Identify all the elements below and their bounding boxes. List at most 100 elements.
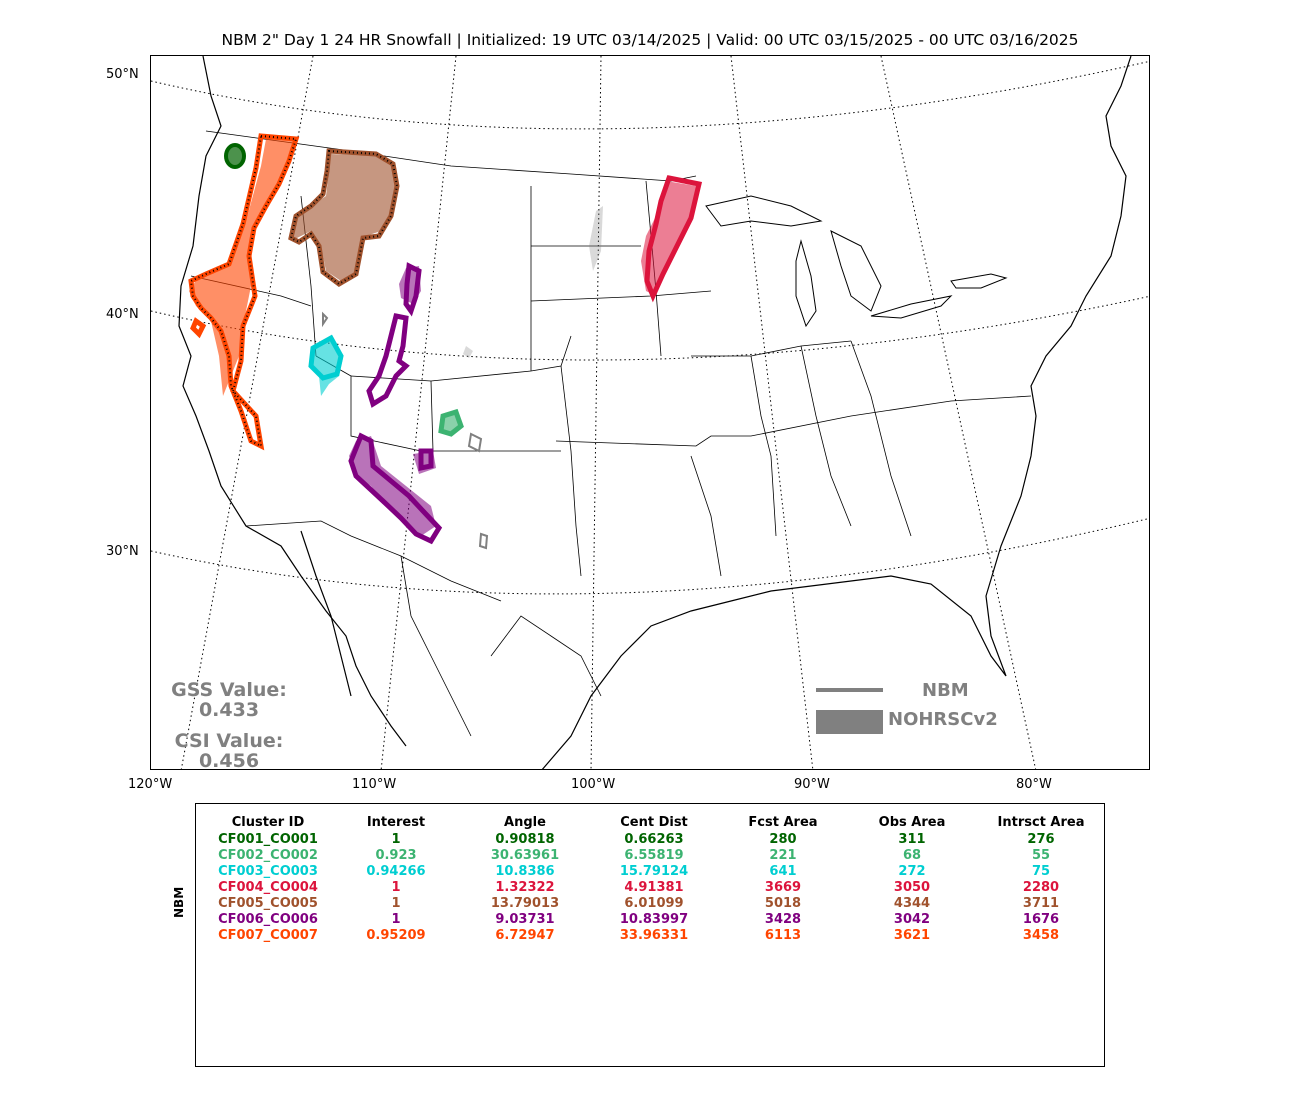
unmatched-object bbox=[478, 532, 489, 550]
cell-cluster-id: CF002_CO002 bbox=[218, 848, 318, 863]
cell-obs-area: 311 bbox=[898, 832, 926, 847]
fcst-object-cluster-3 bbox=[308, 334, 344, 381]
cell-intrsct-area: 75 bbox=[1031, 864, 1051, 879]
cell-fcst-area: 3669 bbox=[764, 880, 802, 895]
cell-fcst-area: 3428 bbox=[764, 912, 802, 927]
parallel-30n bbox=[151, 517, 1149, 595]
lake-ontario bbox=[950, 273, 1008, 289]
cell-intrsct-area: 2280 bbox=[1022, 880, 1060, 895]
table-row: CF003_CO003 0.94266 10.8386 15.79124 641 272 7… bbox=[204, 864, 1106, 880]
header-obs-area: Obs Area bbox=[878, 815, 946, 830]
map-panel: GSS Value: 0.433 CSI Value: 0.456 NBM NO… bbox=[150, 55, 1150, 770]
lake-erie bbox=[870, 295, 953, 319]
lat-label-40n: 40°N bbox=[106, 307, 139, 322]
obs-object-cluster-5 bbox=[291, 154, 396, 281]
gss-value: 0.433 bbox=[198, 699, 260, 721]
cell-fcst-area: 280 bbox=[769, 832, 797, 847]
fcst-object-cluster-4 bbox=[644, 175, 703, 303]
table-header-row: Cluster ID Interest Angle Cent Dist Fcst… bbox=[204, 813, 1106, 832]
graticule bbox=[151, 56, 1149, 769]
cell-fcst-area: 5018 bbox=[764, 896, 802, 911]
cell-obs-area: 3050 bbox=[893, 880, 931, 895]
snowfall-objects bbox=[188, 133, 703, 550]
cell-obs-area: 4344 bbox=[893, 896, 931, 911]
lake-michigan bbox=[795, 239, 817, 328]
map-canvas bbox=[151, 56, 1149, 769]
lon-label-110w: 110°W bbox=[352, 777, 397, 792]
lon-label-90w: 90°W bbox=[794, 777, 830, 792]
political-boundaries bbox=[190, 130, 1032, 737]
lake-superior bbox=[705, 195, 823, 227]
stats-table-frame bbox=[195, 803, 1105, 1067]
cell-angle: 0.90818 bbox=[495, 832, 555, 847]
cell-angle: 10.8386 bbox=[495, 864, 555, 879]
cell-angle: 9.03731 bbox=[495, 912, 555, 927]
great-lakes bbox=[705, 195, 1008, 328]
unmatched-object bbox=[463, 346, 473, 358]
meridian-90w bbox=[730, 56, 814, 769]
map-title: NBM 2" Day 1 24 HR Snowfall | Initialize… bbox=[221, 31, 1079, 49]
cell-cent-dist: 6.01099 bbox=[624, 896, 684, 911]
lat-label-30n: 30°N bbox=[106, 544, 139, 559]
cell-interest: 0.94266 bbox=[366, 864, 426, 879]
unmatched-object bbox=[589, 206, 603, 271]
meridian-110w bbox=[380, 56, 457, 769]
table-row: CF006_CO006 1 9.03731 10.83997 3428 3042 1676 bbox=[204, 912, 1106, 928]
fcst-object-cluster-6 bbox=[403, 262, 422, 317]
lat-label-50n: 50°N bbox=[106, 67, 139, 82]
lake-huron bbox=[830, 230, 882, 312]
cell-obs-area: 3621 bbox=[893, 928, 931, 943]
cell-interest: 0.95209 bbox=[366, 928, 426, 943]
cell-angle: 6.72947 bbox=[495, 928, 555, 943]
cell-intrsct-area: 3458 bbox=[1022, 928, 1060, 943]
cell-interest: 0.923 bbox=[375, 848, 417, 863]
csi-label: CSI Value: bbox=[174, 730, 284, 752]
obs-object-cluster-4 bbox=[641, 181, 696, 296]
obs-object-cluster-3 bbox=[309, 338, 343, 396]
parallel-40n bbox=[151, 295, 1149, 361]
cell-obs-area: 68 bbox=[902, 848, 922, 863]
cell-obs-area: 272 bbox=[898, 864, 926, 879]
cell-cluster-id: CF001_CO001 bbox=[218, 832, 318, 847]
gss-label: GSS Value: bbox=[171, 679, 287, 701]
cell-intrsct-area: 276 bbox=[1027, 832, 1055, 847]
cell-cent-dist: 15.79124 bbox=[619, 864, 689, 879]
header-fcst-area: Fcst Area bbox=[748, 815, 818, 830]
legend-observed-patch bbox=[816, 710, 883, 734]
cell-obs-area: 3042 bbox=[893, 912, 931, 927]
cell-cent-dist: 0.66263 bbox=[624, 832, 684, 847]
table-row: CF004_CO004 1 1.32322 4.91381 3669 3050 2280 bbox=[204, 880, 1106, 896]
legend-observed-label: NOHRSCv2 bbox=[888, 709, 998, 730]
cell-cluster-id: CF003_CO003 bbox=[218, 864, 318, 879]
meridian-120w bbox=[180, 56, 314, 769]
table-row: CF007_CO007 0.95209 6.72947 33.96331 6113 362… bbox=[204, 928, 1106, 944]
cluster-stats-table: Cluster ID Interest Angle Cent Dist Fcst… bbox=[204, 813, 1106, 944]
cell-angle: 1.32322 bbox=[495, 880, 555, 895]
fcst-object-cluster-2 bbox=[438, 408, 464, 437]
header-cent-dist: Cent Dist bbox=[620, 815, 688, 830]
cell-angle: 13.79013 bbox=[490, 896, 560, 911]
cell-interest: 1 bbox=[391, 832, 401, 847]
lon-label-100w: 100°W bbox=[571, 777, 616, 792]
table-row: CF002_CO002 0.923 30.63961 6.55819 221 68 55 bbox=[204, 848, 1106, 864]
header-interest: Interest bbox=[366, 815, 426, 830]
table-side-label: NBM bbox=[172, 886, 186, 918]
cell-cluster-id: CF007_CO007 bbox=[218, 928, 318, 943]
csi-value: 0.456 bbox=[198, 750, 260, 770]
cell-cluster-id: CF006_CO006 bbox=[218, 912, 318, 927]
table-row: CF001_CO001 1 0.90818 0.66263 280 311 276 bbox=[204, 832, 1106, 848]
cell-intrsct-area: 55 bbox=[1031, 848, 1051, 863]
cell-angle: 30.63961 bbox=[490, 848, 560, 863]
cell-interest: 1 bbox=[391, 896, 401, 911]
cell-intrsct-area: 3711 bbox=[1022, 896, 1060, 911]
table-row: CF005_CO005 1 13.79013 6.01099 5018 4344 3711 bbox=[204, 896, 1106, 912]
cell-fcst-area: 641 bbox=[769, 864, 797, 879]
header-intrsct-area: Intrsct Area bbox=[997, 815, 1085, 830]
coastline bbox=[178, 56, 1132, 769]
header-cluster-id: Cluster ID bbox=[231, 815, 305, 830]
unmatched-object bbox=[467, 432, 483, 453]
cell-cent-dist: 33.96331 bbox=[619, 928, 689, 943]
meridian-100w bbox=[590, 56, 602, 769]
legend-forecast-label: NBM bbox=[922, 680, 969, 701]
cell-cent-dist: 6.55819 bbox=[624, 848, 684, 863]
